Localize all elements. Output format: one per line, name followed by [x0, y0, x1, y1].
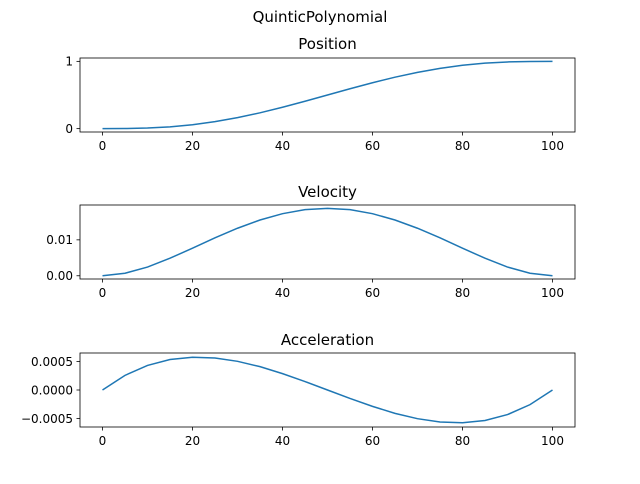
x-tick-label: 80: [455, 286, 470, 300]
x-ticks-velocity: 0 20 40 60 80 100: [99, 279, 564, 300]
x-tick-label: 80: [455, 434, 470, 448]
y-tick-label: 0.00: [46, 269, 73, 283]
subplot-velocity: Velocity 0 20 40 60 80 100 0.00 0.01: [46, 183, 576, 300]
x-tick-label: 80: [455, 139, 470, 153]
x-tick-label: 60: [365, 139, 380, 153]
x-tick-label: 60: [365, 434, 380, 448]
x-ticks-acceleration: 0 20 40 60 80 100: [99, 427, 564, 448]
x-tick-label: 20: [185, 434, 200, 448]
y-tick-label: −0.0005: [21, 412, 73, 426]
axes-frame-velocity: [79, 204, 576, 280]
position-line: [102, 60, 553, 130]
y-ticks-acceleration: 0.0005 0.0000 −0.0005: [21, 355, 80, 426]
y-ticks-position: 01: [65, 55, 80, 136]
x-tick-label: 0: [99, 139, 107, 153]
y-tick-label: 1: [65, 55, 73, 69]
x-tick-label: 0: [99, 286, 107, 300]
subplot-acceleration: Acceleration 0 20 40 60 80 100 0.0005 0.0000 −0…: [21, 331, 576, 448]
subplot-title-velocity: Velocity: [298, 183, 357, 201]
subplot-title-position: Position: [298, 35, 356, 53]
y-tick-label: 0.01: [46, 233, 73, 247]
x-tick-label: 100: [541, 286, 564, 300]
axes-frame-position: [79, 57, 576, 133]
subplot-title-acceleration: Acceleration: [281, 331, 374, 349]
x-tick-label: 100: [541, 139, 564, 153]
x-tick-label: 0: [99, 434, 107, 448]
x-tick-label: 20: [185, 139, 200, 153]
y-ticks-velocity: 0.00 0.01: [46, 233, 80, 283]
y-tick-label: 0.0005: [31, 355, 73, 369]
x-tick-label: 40: [275, 139, 290, 153]
velocity-line: [102, 207, 553, 277]
y-tick-label: 0: [65, 122, 73, 136]
acceleration-line: [102, 356, 553, 424]
figure-title: QuinticPolynomial: [253, 8, 388, 26]
x-tick-label: 40: [275, 286, 290, 300]
x-tick-label: 100: [541, 434, 564, 448]
x-ticks-position: 0 20 40 60 80 100: [99, 132, 564, 153]
subplot-position: Position 0 20 40 60 80 100 01: [65, 35, 576, 153]
y-tick-label: 0.0000: [31, 383, 73, 397]
x-tick-label: 60: [365, 286, 380, 300]
x-tick-label: 20: [185, 286, 200, 300]
x-tick-label: 40: [275, 434, 290, 448]
